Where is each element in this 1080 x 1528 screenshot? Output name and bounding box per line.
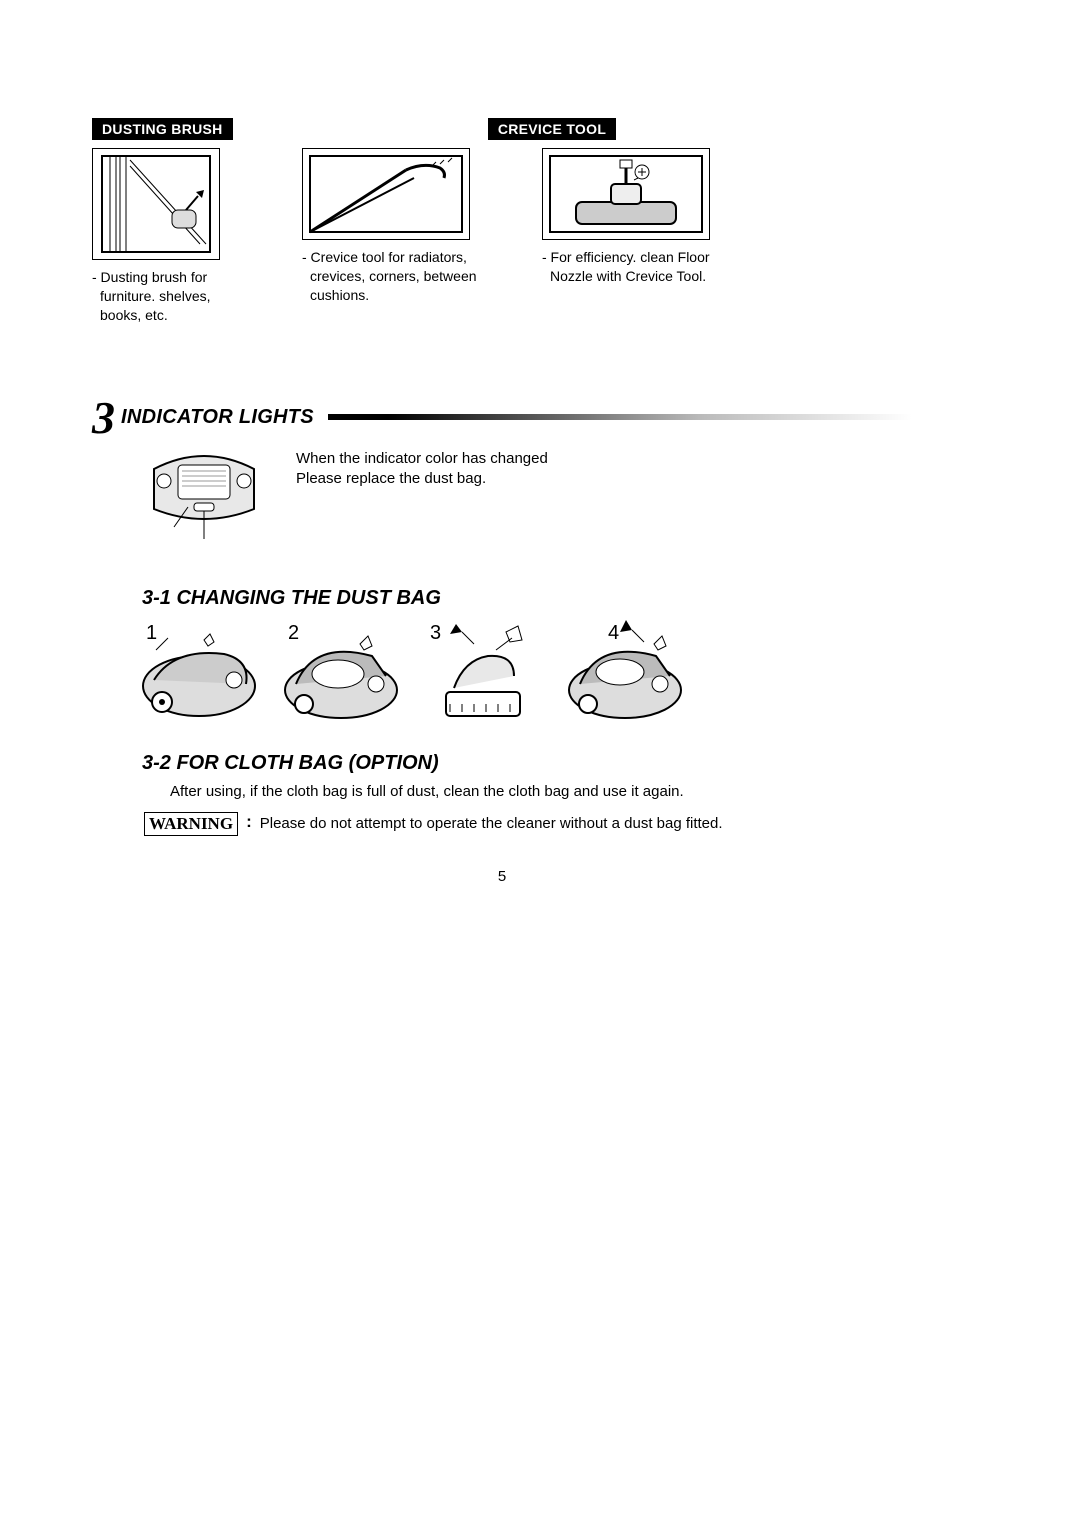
dusting-brush-caption: - Dusting brush for furniture. shelves, … — [92, 268, 242, 325]
warning-text: Please do not attempt to operate the cle… — [260, 812, 723, 834]
crevice-tool-illustration — [302, 148, 470, 240]
vacuum-step-icon — [560, 620, 690, 720]
indicator-line-1: When the indicator color has changed — [296, 449, 548, 469]
crevice-tool-header: CREVICE TOOL — [488, 118, 616, 140]
section-number: 3 — [92, 395, 115, 441]
warning-colon: : — [246, 812, 252, 832]
section-rule — [328, 411, 912, 425]
dusting-brush-illustration — [92, 148, 220, 260]
step-number: 1 — [146, 622, 157, 645]
section-3-header: 3 INDICATOR LIGHTS — [92, 395, 912, 441]
step-2-illustration: 2 — [274, 618, 408, 722]
vacuum-top-illustration — [142, 447, 266, 547]
dusting-brush-column: DUSTING BRUSH - Dusting brush for furnit… — [92, 118, 242, 325]
step-number: 4 — [608, 622, 619, 645]
crevice-tool-icon — [306, 152, 466, 236]
warning-label: WARNING — [144, 812, 238, 836]
page-number: 5 — [498, 868, 506, 885]
crevice-tool-caption: - Crevice tool for radiators, crevices, … — [302, 248, 502, 305]
manual-page: DUSTING BRUSH - Dusting brush for furnit… — [92, 118, 912, 836]
indicator-text: When the indicator color has changed Ple… — [296, 447, 548, 547]
step-number: 3 — [430, 622, 441, 645]
dust-bag-steps: 1 2 3 — [132, 618, 912, 722]
dusting-brush-header: DUSTING BRUSH — [92, 118, 233, 140]
floor-nozzle-caption: - For efficiency. clean Floor Nozzle wit… — [542, 248, 722, 286]
floor-nozzle-illustration — [542, 148, 710, 240]
vacuum-top-icon — [144, 449, 264, 545]
step-4-illustration: 4 — [558, 618, 692, 722]
dusting-brush-icon — [96, 152, 216, 256]
subsection-3-1-title: 3-1 CHANGING THE DUST BAG — [142, 587, 912, 610]
warning-row: WARNING : Please do not attempt to opera… — [144, 812, 912, 836]
cloth-bag-text: After using, if the cloth bag is full of… — [170, 783, 912, 800]
step-number: 2 — [288, 622, 299, 645]
indicator-line-2: Please replace the dust bag. — [296, 469, 548, 489]
floor-nozzle-icon — [546, 152, 706, 236]
section-title: INDICATOR LIGHTS — [121, 406, 314, 429]
step-1-illustration: 1 — [132, 618, 266, 722]
indicator-body: When the indicator color has changed Ple… — [142, 447, 912, 547]
subsection-3-2-title: 3-2 FOR CLOTH BAG (OPTION) — [142, 752, 912, 775]
crevice-tool-column: CREVICE TOOL — [302, 118, 722, 305]
step-3-illustration: 3 — [416, 618, 550, 722]
tool-section-row: DUSTING BRUSH - Dusting brush for furnit… — [92, 118, 912, 325]
